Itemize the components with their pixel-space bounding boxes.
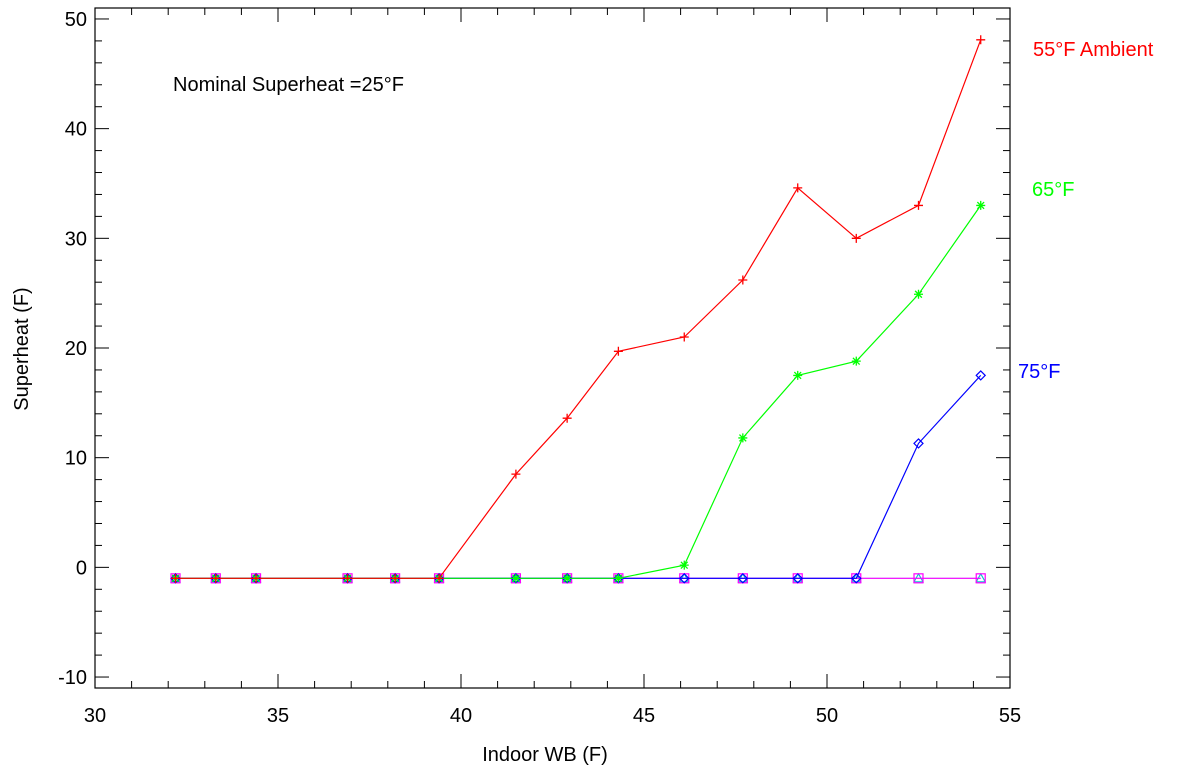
- x-tick-label: 55: [999, 705, 1021, 727]
- diamond-marker: [913, 438, 924, 449]
- diamond-marker: [850, 572, 862, 584]
- plus-marker: [679, 332, 689, 342]
- x-axis-label: Indoor WB (F): [482, 744, 608, 766]
- plus-marker: [211, 573, 221, 583]
- plot-frame: [94, 7, 1011, 689]
- y-axis-label: Superheat (F): [11, 287, 33, 410]
- asterisk-marker: [851, 356, 861, 366]
- diamond-marker: [389, 572, 401, 584]
- y-tick-label: 50: [65, 9, 87, 31]
- y-tick-label: 0: [76, 557, 87, 579]
- plus-marker: [171, 573, 181, 583]
- x-tick-label: 45: [633, 705, 655, 727]
- plus-marker: [738, 275, 748, 285]
- plus-marker: [434, 573, 444, 583]
- plus-marker: [851, 233, 861, 243]
- square-marker: [913, 573, 924, 584]
- plus-marker: [390, 573, 400, 583]
- diamond-marker: [678, 572, 690, 584]
- series-layer: [170, 35, 987, 584]
- series-3: [170, 370, 987, 584]
- diamond-marker: [433, 572, 445, 584]
- square-marker: [975, 573, 986, 584]
- plus-marker: [343, 573, 353, 583]
- y-tick-label: -10: [58, 667, 87, 689]
- x-tick-label: 30: [84, 705, 106, 727]
- plus-marker: [976, 35, 986, 45]
- series-label-1: 55°F Ambient: [1033, 39, 1154, 61]
- x-tick-label: 50: [816, 705, 838, 727]
- axes-layer: 30 35 40 45 50 55 -10 0 10 20 30 40 50: [58, 7, 1021, 727]
- diamond-marker: [737, 572, 749, 584]
- series-label-2: 65°F: [1032, 179, 1074, 201]
- y-tick-label: 20: [65, 338, 87, 360]
- asterisk-marker: [562, 573, 572, 583]
- series-line: [175, 39, 982, 579]
- series-label-3: 75°F: [1018, 361, 1060, 383]
- plus-marker: [251, 573, 261, 583]
- series-line: [175, 205, 982, 579]
- y-tick-label: 40: [65, 119, 87, 141]
- chart-annotation: Nominal Superheat =25°F: [173, 74, 404, 96]
- asterisk-marker: [613, 573, 623, 583]
- diamond-marker: [250, 572, 262, 584]
- plus-marker: [793, 183, 803, 193]
- asterisk-marker: [793, 370, 803, 380]
- asterisk-marker: [679, 560, 689, 570]
- asterisk-marker: [976, 200, 986, 210]
- diamond-marker: [613, 572, 624, 584]
- plus-marker: [613, 346, 623, 356]
- asterisk-marker: [738, 433, 748, 443]
- diamond-marker: [510, 572, 522, 584]
- plus-marker: [914, 200, 923, 210]
- asterisk-marker: [511, 573, 521, 583]
- diamond-marker: [561, 572, 573, 584]
- y-tick-label: 30: [65, 228, 87, 250]
- asterisk-marker: [914, 289, 923, 299]
- series-line: [175, 374, 982, 579]
- diamond-marker: [792, 572, 804, 584]
- diamond-marker: [342, 572, 353, 584]
- plus-marker: [562, 413, 572, 423]
- x-tick-label: 40: [450, 705, 472, 727]
- plus-marker: [511, 469, 521, 479]
- diamond-marker: [170, 572, 181, 584]
- diamond-marker: [210, 572, 222, 584]
- series-2: [171, 200, 986, 583]
- y-tick-label: 10: [65, 448, 87, 470]
- series-labels: 55°F Ambient 65°F 75°F: [1018, 39, 1154, 383]
- diamond-marker: [975, 370, 987, 381]
- x-tick-label: 35: [267, 705, 289, 727]
- series-1: [171, 35, 986, 583]
